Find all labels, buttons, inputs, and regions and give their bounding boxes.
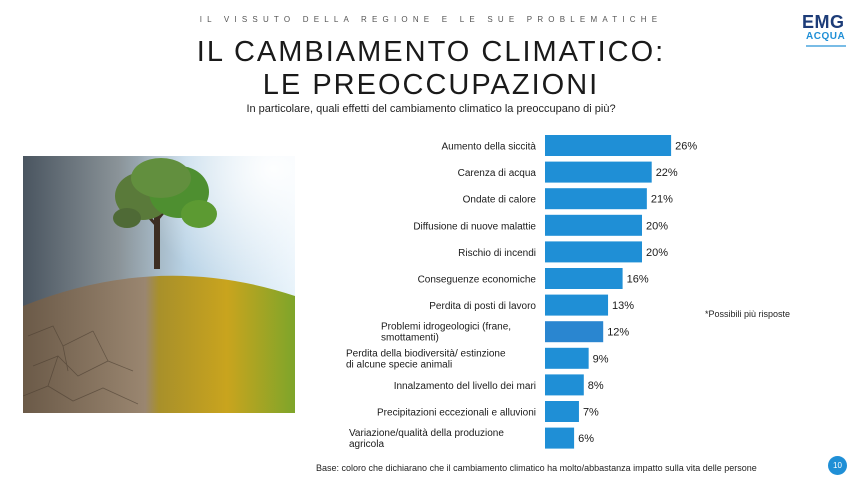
category-label-9-line-2: di alcune specie animali (346, 359, 452, 370)
bar-1 (545, 135, 672, 156)
bar-6 (545, 268, 623, 289)
category-label-8-line-2: smottamenti) (381, 333, 439, 344)
value-label-9: 9% (593, 353, 609, 365)
logo-text-acqua: ACQUA (806, 31, 846, 42)
emg-acqua-logo: EMG ACQUA (802, 12, 850, 48)
bar-9 (545, 347, 589, 369)
category-label-9: Perdita della biodiversità/ estinzione di… (346, 348, 506, 370)
bar-5 (545, 241, 642, 263)
category-label-5: Rischio di incendi (458, 248, 536, 259)
page-title: IL CAMBIAMENTO CLIMATICO: LE PREOCCUPAZI… (0, 36, 862, 102)
bar-7 (545, 294, 609, 316)
bar-10 (545, 374, 584, 396)
logo-wave-icon (806, 45, 846, 47)
value-label-5: 20% (646, 247, 668, 259)
bar-3 (545, 188, 647, 210)
category-label-3: Ondate di calore (463, 195, 537, 206)
category-label-1: Aumento della siccità (442, 142, 537, 153)
bar-2 (545, 161, 652, 183)
category-label-9-line-1: Perdita della biodiversità/ estinzione (346, 348, 506, 359)
value-label-6: 16% (627, 274, 649, 286)
category-label-12-line-1: Variazione/qualità della produzione (349, 428, 504, 439)
page-number-badge: 10 (828, 456, 847, 475)
section-kicker: IL VISSUTO DELLA REGIONE E LE SUE PROBLE… (199, 15, 663, 24)
value-label-10: 8% (588, 380, 604, 392)
base-footnote: Base: coloro che dichiarano che il cambi… (316, 463, 757, 473)
value-label-3: 21% (651, 194, 673, 206)
value-label-11: 7% (583, 407, 599, 419)
category-label-10: Innalzamento del livello dei mari (394, 381, 536, 392)
page-title-line-1: IL CAMBIAMENTO CLIMATICO: (196, 36, 666, 68)
category-label-2: Carenza di acqua (458, 168, 537, 179)
value-label-12: 6% (578, 433, 594, 445)
logo-text-emg: EMG (802, 12, 845, 32)
category-label-12-line-2: agricola (349, 439, 384, 450)
value-label-8: 12% (607, 327, 629, 339)
category-label-8: Problemi idrogeologici (frane, smottament… (381, 322, 511, 344)
bar-4 (545, 214, 642, 236)
climate-tree-illustration (23, 156, 295, 413)
value-label-4: 20% (646, 220, 668, 232)
value-label-1: 26% (675, 141, 697, 153)
survey-question: In particolare, quali effetti del cambia… (246, 103, 616, 115)
bar-11 (545, 401, 579, 422)
category-label-7: Perdita di posti di lavoro (429, 301, 536, 312)
value-label-2: 22% (656, 167, 678, 179)
climate-tree-photo (23, 156, 295, 413)
category-label-6: Conseguenze economiche (418, 275, 537, 286)
bar-8 (545, 321, 604, 343)
category-label-4: Diffusione di nuove malattie (413, 221, 536, 232)
page-title-line-2: LE PREOCCUPAZIONI (262, 69, 600, 101)
bar-12 (545, 427, 575, 449)
category-label-12: Variazione/qualità della produzione agric… (349, 428, 504, 450)
category-label-11: Precipitazioni eccezionali e alluvioni (377, 408, 536, 419)
value-label-7: 13% (612, 300, 634, 312)
category-label-8-line-1: Problemi idrogeologici (frane, (381, 322, 511, 333)
multiple-answers-note: *Possibili più risposte (705, 309, 791, 319)
